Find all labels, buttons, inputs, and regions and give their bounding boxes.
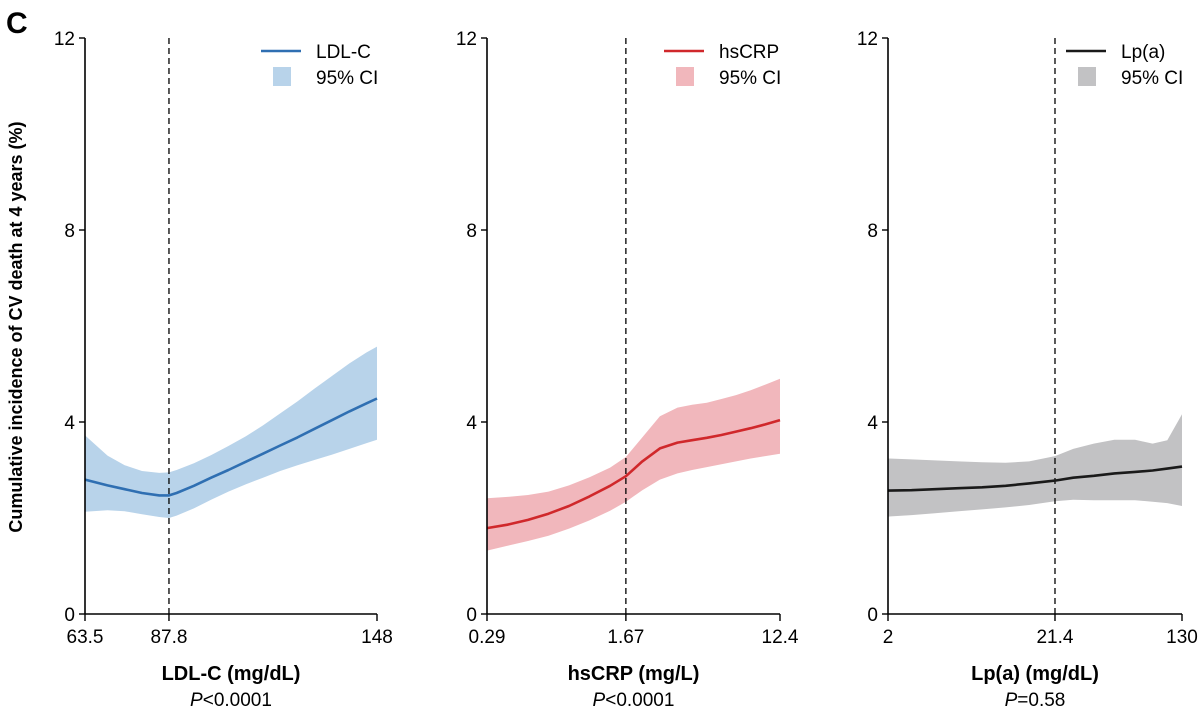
- p-value-number: <0.0001: [605, 690, 674, 709]
- legend-label-ci: 95% CI: [1121, 68, 1183, 89]
- p-value: P<0.0001: [190, 690, 272, 709]
- x-tick-label: 21.4: [1036, 627, 1073, 648]
- legend-ci-swatch: [1078, 67, 1096, 86]
- p-value-prefix: P: [1005, 690, 1018, 709]
- p-value: P=0.58: [1005, 690, 1066, 709]
- chart-panel-1: 0 4 8 12 63.5 87.8 148 LDL-C (mg/dL) P<0.0001 LDL…: [54, 29, 393, 709]
- y-tick-label: 4: [867, 413, 878, 434]
- y-tick-label: 0: [466, 605, 477, 626]
- x-tick-label: 87.8: [150, 627, 187, 648]
- y-tick-label: 0: [867, 605, 878, 626]
- legend-label-ci: 95% CI: [316, 68, 378, 89]
- p-value-number: =0.58: [1017, 690, 1065, 709]
- legend-label-series: LDL-C: [316, 42, 371, 63]
- x-axis-label: hsCRP (mg/L): [568, 663, 700, 685]
- series-line: [84, 397, 378, 497]
- x-axis-label: LDL-C (mg/dL): [162, 663, 301, 685]
- ci-band: [85, 346, 377, 518]
- y-tick-label: 12: [54, 29, 75, 50]
- p-value-prefix: P: [593, 690, 606, 709]
- p-value-prefix: P: [190, 690, 203, 709]
- chart-panel-2: 0 4 8 12 0.29 1.67 12.4 hsCRP (mg/L) P<0.0001 hsC…: [456, 29, 799, 709]
- chart-panel-3: 0 4 8 12 2 21.4 130 Lp(a) (mg/dL) P=0.58 Lp(a) 95%…: [857, 29, 1198, 709]
- x-tick-label: 130: [1166, 627, 1198, 648]
- legend: Lp(a) 95% CI: [1066, 42, 1183, 89]
- panel-letter: C: [6, 7, 28, 40]
- y-tick-label: 8: [466, 221, 477, 242]
- p-value-number: <0.0001: [203, 690, 272, 709]
- y-tick-label: 8: [64, 221, 75, 242]
- x-tick-label: 148: [361, 627, 393, 648]
- series-line: [486, 418, 781, 530]
- legend-label-series: hsCRP: [719, 42, 779, 63]
- ci-band: [487, 378, 780, 551]
- legend: LDL-C 95% CI: [261, 42, 378, 89]
- x-tick-label: 1.67: [607, 627, 644, 648]
- legend-ci-swatch: [273, 67, 291, 86]
- y-tick-label: 0: [64, 605, 75, 626]
- legend-label-ci: 95% CI: [719, 68, 781, 89]
- x-tick-label: 2: [883, 627, 894, 648]
- y-tick-label: 4: [466, 413, 477, 434]
- p-value: P<0.0001: [593, 690, 675, 709]
- y-tick-label: 4: [64, 413, 75, 434]
- legend-label-series: Lp(a): [1121, 42, 1165, 63]
- y-tick-label: 12: [456, 29, 477, 50]
- x-tick-label: 0.29: [469, 627, 506, 648]
- y-tick-label: 8: [867, 221, 878, 242]
- legend: hsCRP 95% CI: [664, 42, 781, 89]
- ci-band: [888, 414, 1182, 517]
- legend-ci-swatch: [676, 67, 694, 86]
- x-axis-label: Lp(a) (mg/dL): [971, 663, 1099, 685]
- x-tick-label: 63.5: [67, 627, 104, 648]
- x-tick-label: 12.4: [762, 627, 799, 648]
- y-tick-label: 12: [857, 29, 878, 50]
- series-line: [887, 465, 1183, 492]
- y-axis-label: Cumulative incidence of CV death at 4 ye…: [6, 121, 26, 532]
